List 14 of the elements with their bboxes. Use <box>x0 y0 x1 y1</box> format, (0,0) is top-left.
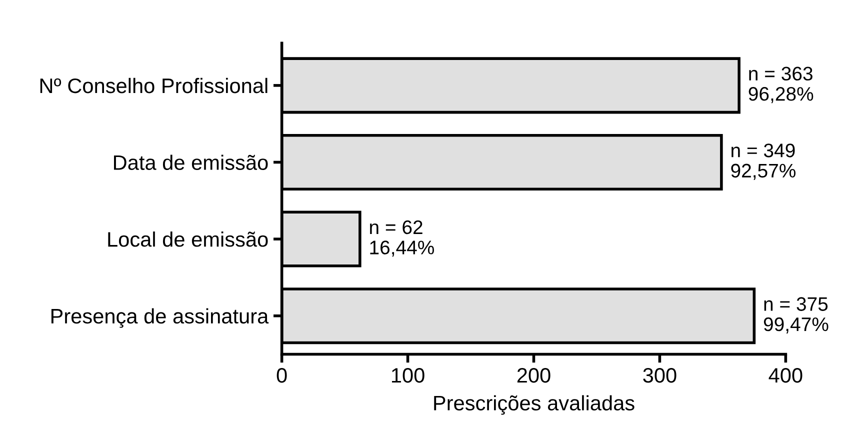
y-tick-label: Data de emissão <box>114 154 268 170</box>
x-tick-label: 0 <box>276 368 287 383</box>
data-label: n = 349 92,57% <box>731 144 796 180</box>
data-label: n = 363 96,28% <box>748 66 814 104</box>
x-tick-label: 400 <box>768 368 802 383</box>
y-tick-label: Nº Conselho Profissional <box>40 78 268 94</box>
y-tick-label: Local de emissão <box>108 231 268 247</box>
x-tick-label: 100 <box>392 368 424 383</box>
x-axis-title: Prescrições avaliadas <box>434 395 634 415</box>
data-label: n = 375 99,47% <box>764 297 828 334</box>
x-tick-label: 200 <box>517 368 550 383</box>
y-tick-label: Presença de assinatura <box>51 308 269 328</box>
data-label: n = 62 16,44% <box>370 220 434 257</box>
x-tick-label: 300 <box>643 368 676 383</box>
